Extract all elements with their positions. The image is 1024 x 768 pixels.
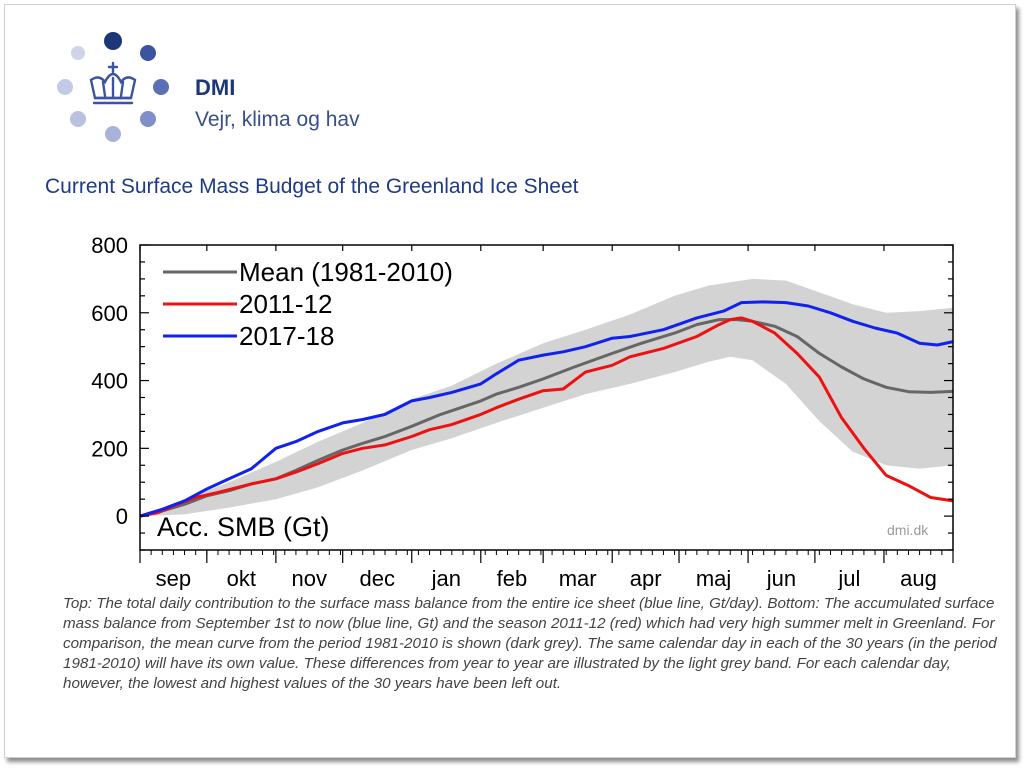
y-axis-label: Acc. SMB (Gt)	[157, 512, 330, 542]
dmi-logo	[57, 32, 169, 142]
x-tick-label: maj	[696, 566, 731, 590]
x-tick-label: mar	[559, 566, 597, 590]
logo-dot	[105, 126, 121, 142]
variability-band	[140, 278, 953, 517]
smb-chart: 0 200 400 600 800 sep okt nov dec jan feb mar apr maj…	[91, 233, 954, 590]
series-line-1	[139, 316, 954, 518]
y-tick-label: 400	[91, 369, 128, 394]
figure-frame: DMI Vejr, klima og hav Current Surface M…	[4, 4, 1016, 758]
watermark: dmi.dk	[887, 522, 929, 538]
brand-name: DMI	[195, 75, 236, 100]
legend-label-2011-12: 2011-12	[239, 289, 333, 319]
legend-label-2017-18: 2017-18	[239, 321, 334, 351]
y-tick-label: 0	[116, 504, 128, 529]
x-tick-label: apr	[630, 566, 662, 590]
chart-heading: Current Surface Mass Budget of the Green…	[45, 175, 579, 198]
logo-dot	[153, 79, 169, 95]
y-tick-label: 600	[91, 301, 128, 326]
x-tick-label: dec	[359, 566, 394, 590]
figure-caption: Top: The total daily contribution to the…	[63, 595, 997, 692]
x-tick-label: sep	[156, 566, 191, 590]
logo-dot	[104, 32, 122, 50]
logo-dot	[57, 79, 73, 95]
y-tick-label: 200	[91, 436, 128, 461]
logo-dot	[140, 111, 156, 127]
logo-dot	[71, 46, 85, 60]
crown-icon	[89, 61, 137, 105]
x-tick-label: jul	[837, 566, 860, 590]
series-line-2	[139, 300, 954, 518]
logo-dot	[140, 45, 156, 61]
x-tick-label: aug	[900, 566, 937, 590]
brand-tagline: Vejr, klima og hav	[195, 108, 360, 131]
logo-dot	[70, 111, 86, 127]
x-tick-label: jun	[766, 566, 796, 590]
x-tick-label: feb	[497, 566, 528, 590]
x-tick-label: okt	[227, 566, 256, 590]
legend-label-mean: Mean (1981-2010)	[239, 257, 453, 287]
x-tick-label: nov	[292, 566, 327, 590]
y-tick-label: 800	[91, 233, 128, 258]
x-tick-label: jan	[431, 566, 461, 590]
